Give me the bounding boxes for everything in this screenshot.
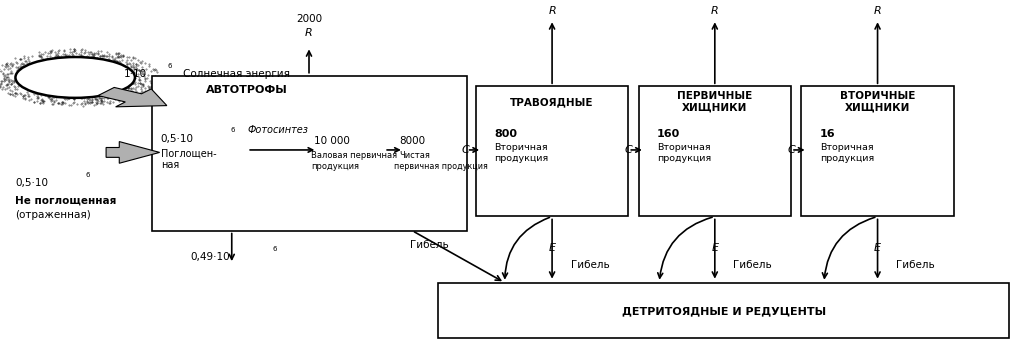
Text: Гибель: Гибель bbox=[733, 260, 772, 270]
Text: 16: 16 bbox=[820, 129, 835, 139]
Text: 6: 6 bbox=[85, 172, 90, 178]
Text: Гибель: Гибель bbox=[410, 240, 449, 250]
Text: Чистая: Чистая bbox=[400, 151, 431, 160]
Text: Солнечная энергия: Солнечная энергия bbox=[183, 69, 290, 79]
Text: Фотосинтез: Фотосинтез bbox=[247, 125, 309, 135]
Text: 10 000: 10 000 bbox=[314, 136, 350, 146]
Text: 0,5·10: 0,5·10 bbox=[161, 134, 194, 144]
Text: ТРАВОЯДНЫЕ: ТРАВОЯДНЫЕ bbox=[510, 97, 594, 107]
Text: 0,49·10: 0,49·10 bbox=[191, 252, 230, 262]
Text: Поглощен-: Поглощен- bbox=[161, 149, 216, 159]
Circle shape bbox=[15, 57, 135, 98]
Text: R: R bbox=[305, 29, 313, 38]
Text: Гибель: Гибель bbox=[896, 260, 935, 270]
Text: 2000: 2000 bbox=[296, 14, 322, 24]
Text: Не поглощенная: Не поглощенная bbox=[15, 196, 116, 206]
Text: ВТОРИЧНЫЕ
ХИЩНИКИ: ВТОРИЧНЫЕ ХИЩНИКИ bbox=[839, 91, 916, 113]
Text: первичная продукция: первичная продукция bbox=[394, 162, 488, 171]
FancyBboxPatch shape bbox=[801, 86, 954, 216]
Text: 1·10: 1·10 bbox=[124, 69, 146, 79]
Text: Валовая первичная: Валовая первичная bbox=[311, 151, 398, 160]
Polygon shape bbox=[98, 87, 167, 107]
FancyBboxPatch shape bbox=[438, 283, 1009, 338]
Text: ДЕТРИТОЯДНЫЕ И РЕДУЦЕНТЫ: ДЕТРИТОЯДНЫЕ И РЕДУЦЕНТЫ bbox=[622, 307, 826, 316]
Text: 8000: 8000 bbox=[400, 136, 425, 146]
Text: 6: 6 bbox=[231, 127, 235, 133]
Text: E: E bbox=[712, 243, 718, 253]
Polygon shape bbox=[106, 142, 160, 163]
FancyBboxPatch shape bbox=[476, 86, 628, 216]
Text: АВТОТРОФЫ: АВТОТРОФЫ bbox=[206, 85, 287, 95]
Text: 800: 800 bbox=[494, 129, 517, 139]
Text: C: C bbox=[624, 145, 632, 155]
Text: C: C bbox=[461, 145, 470, 155]
Text: продукция: продукция bbox=[311, 162, 359, 171]
Text: 0,5·10: 0,5·10 bbox=[15, 178, 48, 188]
Text: Гибель: Гибель bbox=[571, 260, 610, 270]
Text: ная: ная bbox=[161, 161, 179, 170]
Text: E: E bbox=[874, 243, 881, 253]
Text: E: E bbox=[549, 243, 555, 253]
Text: R: R bbox=[548, 6, 556, 16]
Text: 6: 6 bbox=[273, 246, 277, 252]
Text: (отраженная): (отраженная) bbox=[15, 210, 92, 220]
Text: 6: 6 bbox=[168, 63, 172, 69]
Text: 160: 160 bbox=[657, 129, 681, 139]
Text: Вторичная
продукция: Вторичная продукция bbox=[657, 143, 712, 163]
FancyBboxPatch shape bbox=[639, 86, 791, 216]
Text: R: R bbox=[873, 6, 882, 16]
Text: ПЕРВИЧНЫЕ
ХИЩНИКИ: ПЕРВИЧНЫЕ ХИЩНИКИ bbox=[677, 91, 753, 113]
Text: Вторичная
продукция: Вторичная продукция bbox=[820, 143, 874, 163]
Text: C: C bbox=[787, 145, 795, 155]
FancyBboxPatch shape bbox=[152, 76, 467, 231]
Text: Вторичная
продукция: Вторичная продукция bbox=[494, 143, 549, 163]
Text: R: R bbox=[711, 6, 719, 16]
